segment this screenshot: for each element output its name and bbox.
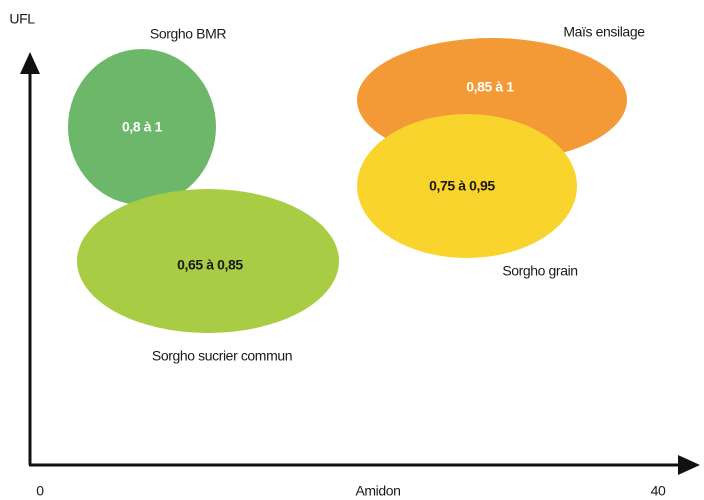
group-name: Maïs ensilage (563, 24, 645, 40)
group-value: 0,8 à 1 (122, 119, 163, 135)
ellipse-sorgho-sucrier (77, 189, 339, 333)
group-value: 0,75 à 0,95 (429, 178, 495, 194)
group-value: 0,85 à 1 (466, 79, 514, 95)
ellipse-sorgho-bmr (68, 49, 216, 205)
group-value: 0,65 à 0,85 (177, 257, 243, 273)
group-name: Sorgho sucrier commun (152, 348, 292, 364)
x-arrow (678, 455, 700, 475)
y-label: UFL (9, 11, 35, 27)
group-name: Sorgho grain (502, 263, 577, 279)
group-name: Sorgho BMR (150, 26, 226, 42)
x-max: 40 (651, 483, 666, 499)
ellipse-sorgho-grain (357, 114, 577, 258)
x-min: 0 (36, 483, 44, 499)
x-label: Amidon (355, 483, 400, 499)
y-arrow (20, 52, 40, 74)
